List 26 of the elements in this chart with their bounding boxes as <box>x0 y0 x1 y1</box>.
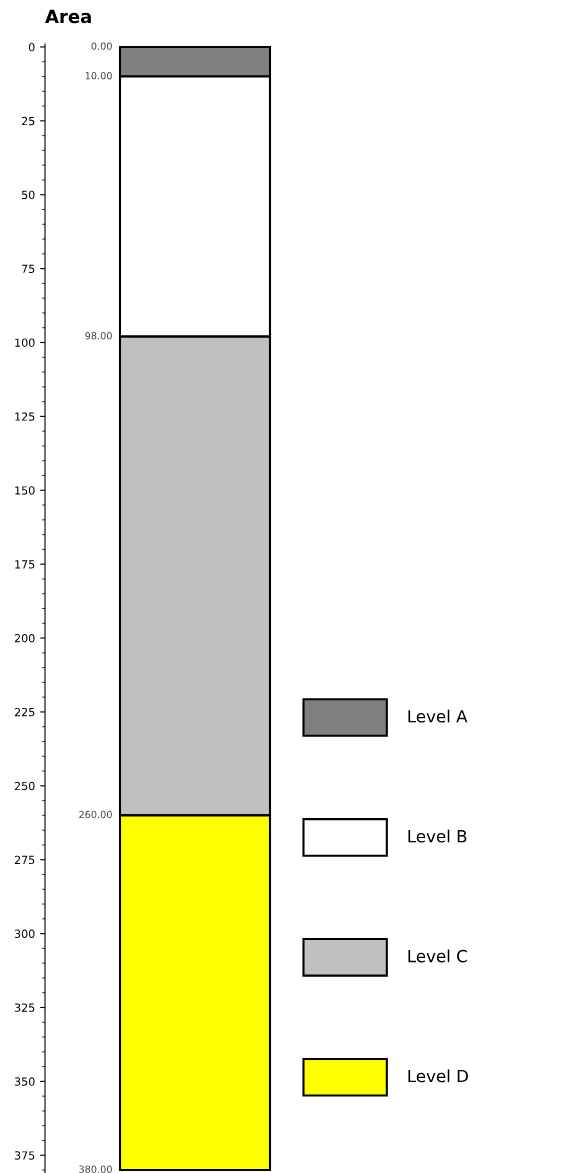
chart-title: Area <box>45 9 91 24</box>
y-tick-label: 50 <box>22 190 35 200</box>
y-tick-label: 0 <box>28 42 35 52</box>
legend-label: Level D <box>408 1069 468 1083</box>
y-tick-label: 100 <box>15 338 35 347</box>
y-tick-label: 150 <box>15 486 35 495</box>
y-tick-label: 300 <box>14 929 35 938</box>
y-tick-label: 200 <box>14 634 35 643</box>
text: 380.00 <box>79 1165 112 1173</box>
y-tick-label: 25 <box>21 116 35 126</box>
y-tick-label: 250 <box>14 781 35 791</box>
y-tick-label: 75 <box>22 264 35 273</box>
y-tick-label: 375 <box>14 1151 35 1160</box>
legend-label: Level B <box>408 829 467 843</box>
y-tick-label: 275 <box>14 855 35 865</box>
text: 10.00 <box>85 71 112 80</box>
text: 260.00 <box>79 810 112 819</box>
text: 98.00 <box>85 332 112 340</box>
y-tick-label: 175 <box>15 560 35 569</box>
y-tick-label: 350 <box>14 1077 35 1086</box>
legend-label: Level C <box>408 949 467 963</box>
legend-label: Level A <box>408 709 468 723</box>
y-tick-label: 125 <box>15 412 35 421</box>
y-tick-label: 325 <box>14 1003 35 1012</box>
text: 0.00 <box>91 42 112 50</box>
y-tick-label: 225 <box>14 707 35 717</box>
